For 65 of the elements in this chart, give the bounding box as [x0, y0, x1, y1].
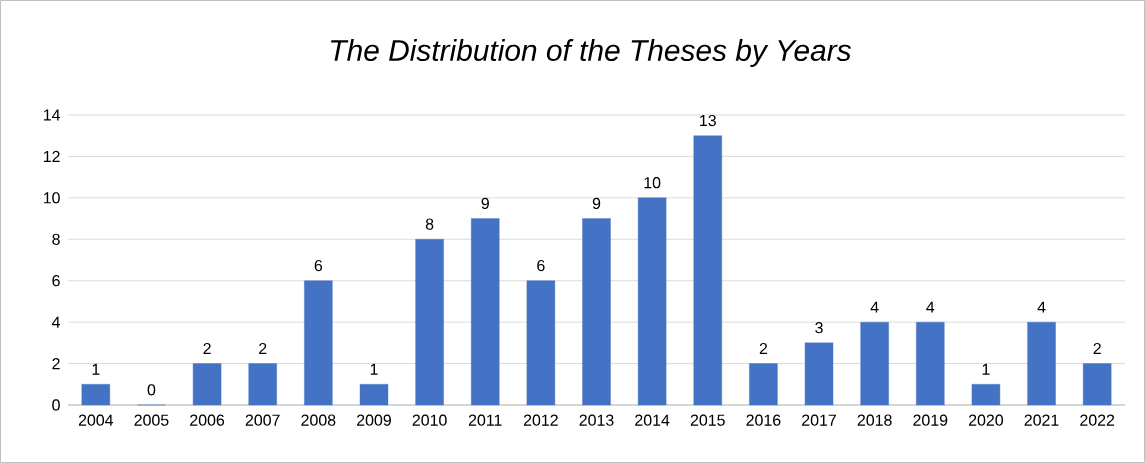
data-label: 1 — [92, 363, 100, 375]
y-tick-label: 12 — [43, 150, 60, 162]
bar — [971, 384, 1001, 406]
bar — [359, 384, 389, 406]
bar — [81, 384, 111, 406]
data-label: 6 — [314, 259, 323, 272]
data-label: 3 — [815, 322, 823, 334]
x-tick-label: 2021 — [1024, 414, 1059, 426]
x-tick-label: 2015 — [690, 414, 725, 426]
bar — [693, 135, 722, 406]
y-tick-label: 2 — [52, 358, 60, 370]
data-label: 4 — [870, 301, 879, 313]
bar — [804, 342, 834, 406]
y-tick-label: 6 — [52, 275, 60, 287]
bar — [749, 363, 778, 406]
data-label: 10 — [644, 177, 661, 189]
x-tick-label: 2022 — [1080, 414, 1115, 426]
x-tick-label: 2006 — [190, 414, 225, 426]
bar — [526, 280, 556, 406]
x-tick-label: 2020 — [968, 414, 1004, 426]
bar — [415, 239, 444, 406]
chart-title: The Distribution of the Theses by Years — [331, 39, 851, 67]
x-tick-label: 2005 — [134, 414, 169, 426]
y-tick-label: 10 — [43, 192, 60, 204]
data-label: 2 — [759, 342, 768, 355]
data-label: 4 — [926, 301, 935, 313]
data-label: 1 — [982, 363, 990, 375]
x-tick-label: 2014 — [635, 414, 670, 426]
data-label: 4 — [1037, 301, 1046, 313]
bar — [304, 280, 333, 406]
x-tick-label: 2012 — [523, 414, 558, 426]
data-label: 2 — [203, 342, 211, 355]
data-label: 8 — [425, 218, 434, 230]
x-tick-label: 2009 — [357, 414, 391, 426]
bar — [192, 363, 222, 406]
data-label: 2 — [259, 342, 267, 355]
x-tick-label: 2017 — [802, 414, 836, 426]
data-label: 13 — [700, 114, 716, 127]
y-tick-label: 14 — [43, 109, 60, 121]
y-tick-label: 4 — [51, 316, 61, 328]
x-tick-label: 2008 — [301, 414, 336, 426]
bar — [582, 218, 611, 406]
x-tick-label: 2007 — [245, 414, 280, 426]
data-label: 0 — [147, 384, 156, 396]
x-tick-label: 2011 — [468, 414, 502, 426]
bar — [916, 321, 945, 406]
bar — [471, 218, 500, 406]
data-label: 1 — [370, 363, 378, 375]
data-label: 9 — [481, 197, 489, 210]
x-tick-label: 2013 — [579, 414, 614, 426]
x-tick-label: 2019 — [913, 414, 948, 426]
bar — [637, 197, 667, 406]
data-label: 9 — [592, 197, 601, 210]
data-label: 6 — [537, 259, 545, 272]
data-label: 2 — [1093, 342, 1101, 355]
x-tick-label: 2010 — [412, 414, 447, 426]
x-tick-label: 2016 — [746, 414, 781, 426]
y-tick-label: 8 — [52, 233, 60, 245]
bar — [860, 321, 889, 406]
y-tick-label: 0 — [52, 399, 60, 411]
bar — [1082, 363, 1112, 406]
bar — [1027, 321, 1056, 406]
x-tick-label: 2018 — [857, 414, 892, 426]
bar — [248, 363, 277, 406]
x-tick-label: 2004 — [78, 414, 114, 426]
